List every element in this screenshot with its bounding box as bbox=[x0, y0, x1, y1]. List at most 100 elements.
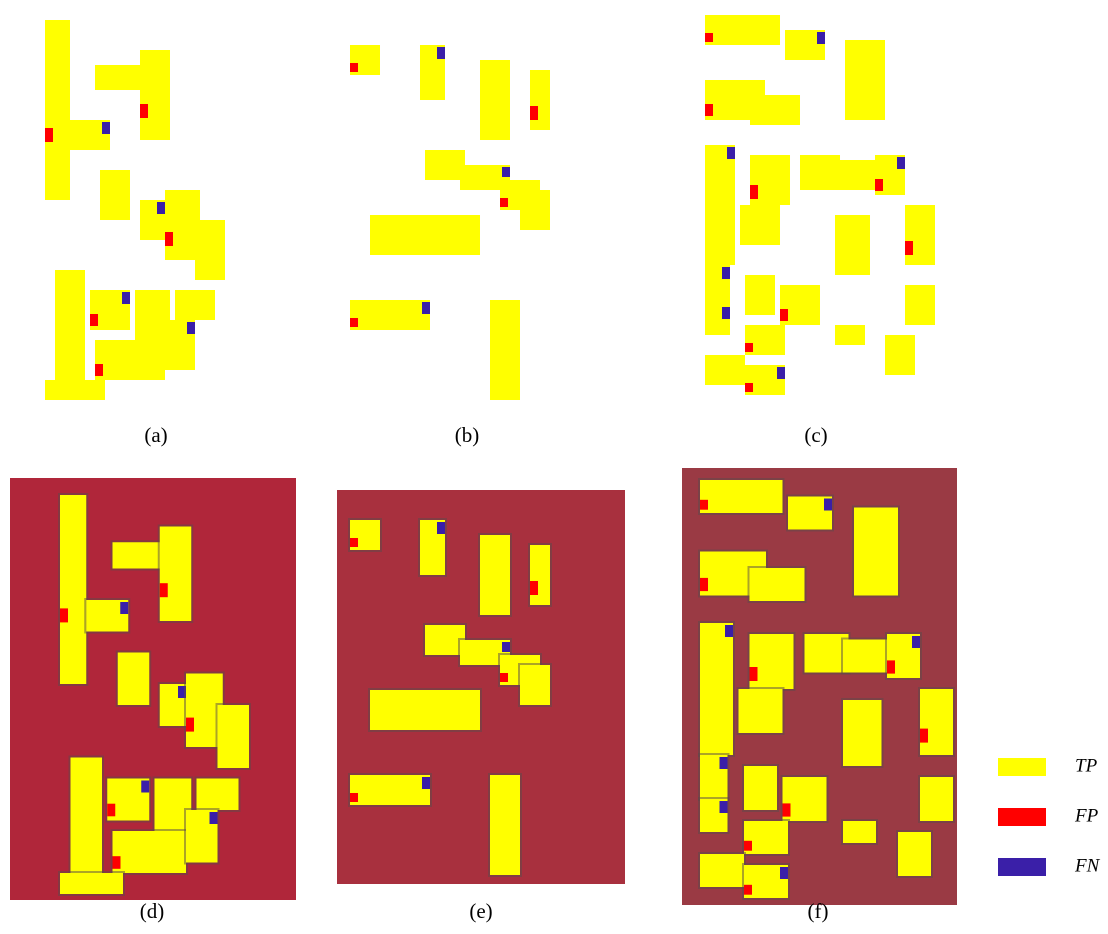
tp-region bbox=[843, 640, 887, 673]
fp-region bbox=[783, 803, 791, 816]
fp-region bbox=[744, 841, 752, 851]
tp-region bbox=[425, 150, 465, 180]
tp-region bbox=[195, 220, 225, 280]
tp-region bbox=[835, 325, 865, 345]
fp-region bbox=[745, 383, 753, 392]
tp-region bbox=[350, 300, 430, 330]
fp-region bbox=[350, 63, 358, 72]
figure: (a) (b) (c) (d) (e) (f) TP FP FN bbox=[0, 0, 1108, 929]
panel-label: (a) bbox=[144, 423, 167, 447]
fp-region bbox=[500, 673, 508, 682]
fp-region bbox=[107, 804, 115, 817]
tp-region bbox=[165, 190, 200, 260]
fn-region bbox=[141, 781, 149, 793]
legend-swatch bbox=[998, 808, 1046, 826]
tp-region bbox=[705, 15, 780, 45]
tp-region bbox=[118, 653, 150, 706]
panel-label: (c) bbox=[804, 423, 827, 447]
fp-region bbox=[90, 314, 98, 326]
fp-region bbox=[905, 241, 913, 255]
tp-region bbox=[745, 275, 775, 315]
tp-region bbox=[490, 775, 520, 875]
fp-region bbox=[920, 729, 928, 743]
tp-region bbox=[55, 270, 85, 390]
fp-region bbox=[750, 667, 758, 681]
fn-region bbox=[727, 147, 735, 159]
fn-region bbox=[725, 625, 733, 637]
fn-region bbox=[187, 322, 195, 334]
tp-region bbox=[905, 285, 935, 325]
fp-region bbox=[530, 106, 538, 120]
fp-region bbox=[60, 608, 68, 622]
tp-region bbox=[843, 821, 876, 843]
tp-region bbox=[835, 215, 870, 275]
tp-region bbox=[60, 873, 123, 894]
tp-region bbox=[95, 340, 165, 380]
tp-region bbox=[905, 205, 935, 265]
fn-region bbox=[122, 292, 130, 304]
fn-region bbox=[437, 47, 445, 59]
fn-region bbox=[824, 499, 832, 511]
tp-region bbox=[530, 545, 550, 605]
tp-region bbox=[700, 854, 744, 887]
fp-region bbox=[875, 179, 883, 191]
fn-region bbox=[912, 636, 920, 648]
tp-region bbox=[700, 623, 733, 755]
legend: TP FP FN bbox=[998, 755, 1101, 876]
tp-region bbox=[197, 779, 239, 811]
tp-region bbox=[60, 495, 86, 684]
legend-label: FP bbox=[1074, 805, 1099, 826]
tp-region bbox=[71, 758, 103, 884]
panel-label: (f) bbox=[808, 899, 829, 923]
legend-label: TP bbox=[1075, 755, 1098, 776]
fp-region bbox=[705, 104, 713, 116]
page: {"figure": { "panels": [ {"label": "(a)"… bbox=[0, 0, 1108, 929]
tp-region bbox=[744, 766, 777, 810]
fn-region bbox=[102, 122, 110, 134]
panel-label: (e) bbox=[469, 899, 492, 923]
tp-region bbox=[700, 480, 783, 513]
tp-region bbox=[175, 290, 215, 320]
fp-region bbox=[780, 309, 788, 321]
tp-region bbox=[854, 508, 898, 596]
tp-region bbox=[370, 215, 480, 255]
fp-region bbox=[140, 104, 148, 118]
panel-label: (d) bbox=[140, 899, 165, 923]
fn-region bbox=[817, 32, 825, 44]
tp-region bbox=[218, 705, 250, 768]
tp-region bbox=[835, 160, 875, 190]
tp-region bbox=[520, 190, 550, 230]
tp-region bbox=[490, 300, 520, 400]
tp-region bbox=[160, 527, 192, 622]
tp-region bbox=[845, 40, 885, 120]
fn-region bbox=[502, 642, 510, 652]
fp-region bbox=[165, 232, 173, 246]
tp-region bbox=[350, 775, 430, 805]
tp-region bbox=[740, 205, 780, 245]
fn-region bbox=[777, 367, 785, 379]
tp-region bbox=[898, 832, 931, 876]
fp-region bbox=[530, 581, 538, 595]
fn-region bbox=[422, 302, 430, 314]
fp-region bbox=[500, 198, 508, 207]
legend-label: FN bbox=[1074, 855, 1101, 876]
tp-region bbox=[843, 700, 882, 766]
fn-region bbox=[437, 522, 445, 534]
tp-region bbox=[800, 155, 840, 190]
fn-region bbox=[157, 202, 165, 214]
fn-region bbox=[422, 777, 430, 789]
fn-region bbox=[722, 267, 730, 279]
tp-region bbox=[750, 95, 800, 125]
legend-swatch bbox=[998, 758, 1046, 776]
tp-region bbox=[920, 777, 953, 821]
tp-region bbox=[739, 689, 783, 733]
tp-region bbox=[750, 568, 805, 601]
fp-region bbox=[700, 578, 708, 591]
tp-region bbox=[370, 690, 480, 730]
tp-region bbox=[113, 831, 187, 873]
panel-label: (b) bbox=[455, 423, 480, 447]
fn-region bbox=[120, 602, 128, 614]
fn-region bbox=[897, 157, 905, 169]
fp-region bbox=[45, 128, 53, 142]
fp-region bbox=[350, 793, 358, 802]
